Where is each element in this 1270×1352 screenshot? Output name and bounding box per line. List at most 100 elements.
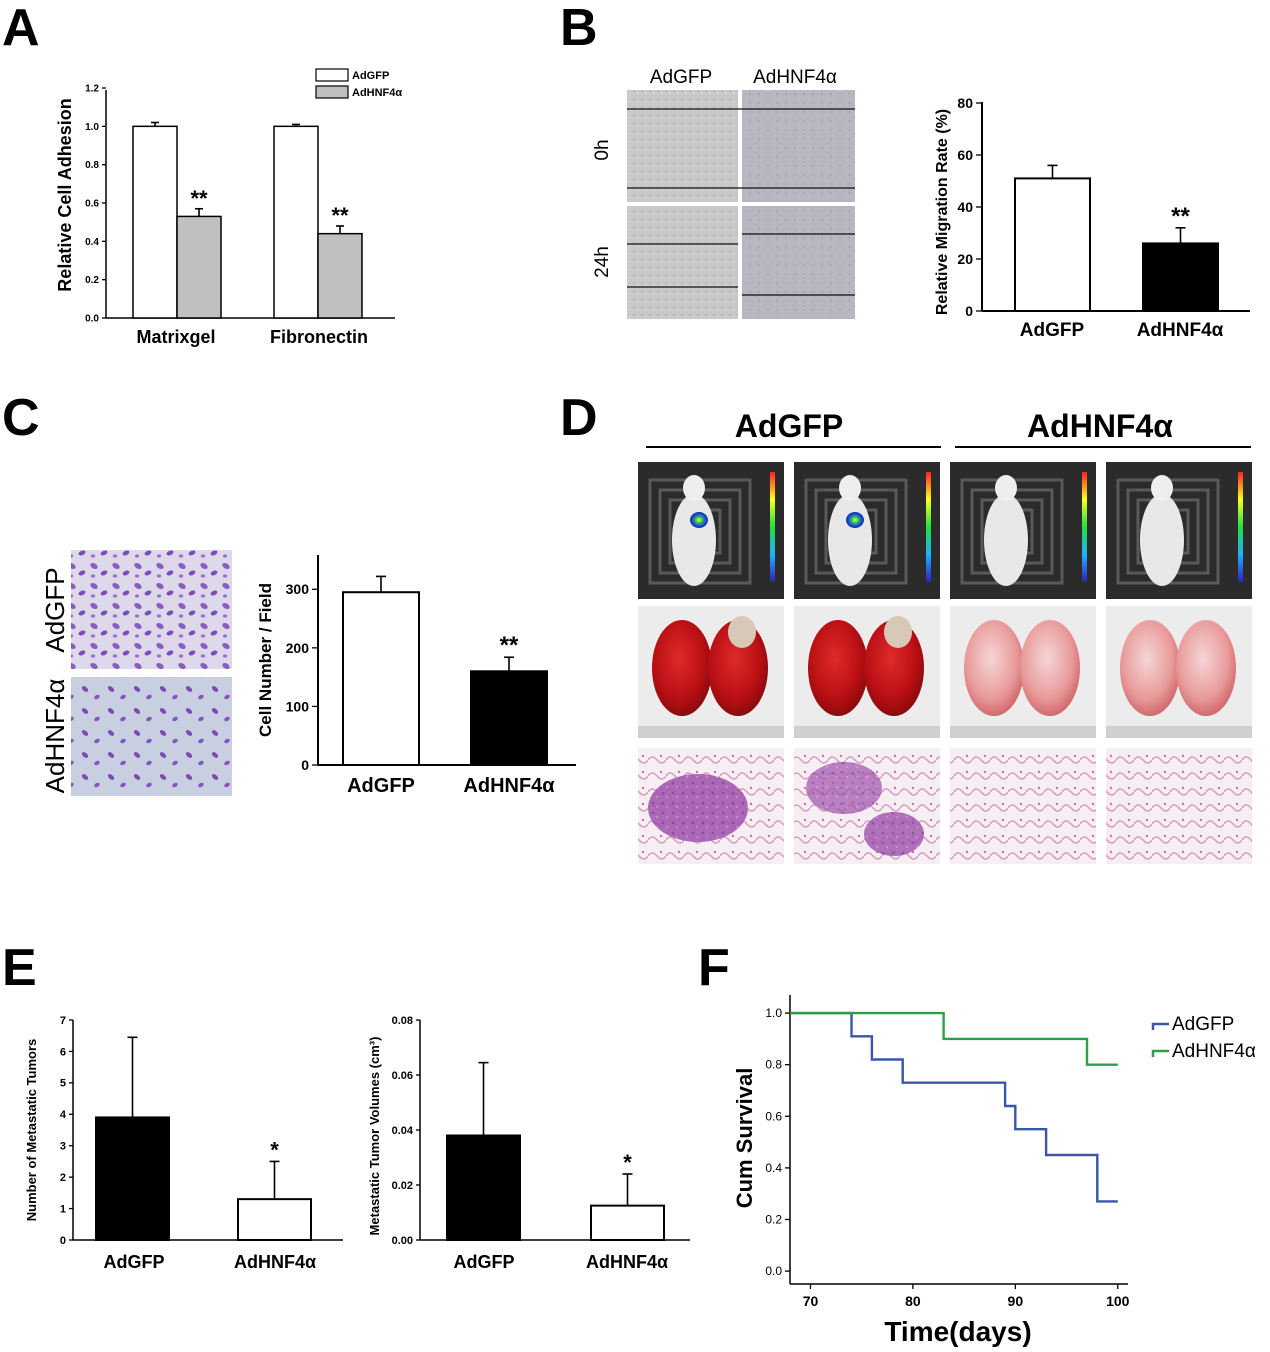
mouse-head (1151, 475, 1173, 501)
mouse-body (1140, 494, 1184, 586)
b-ytick-label: 40 (957, 199, 973, 215)
lung-lobe (708, 620, 768, 716)
lung-lobe (1120, 620, 1180, 716)
e2-ytick-label: 0.04 (392, 1125, 414, 1137)
a-significance: ** (190, 186, 208, 211)
panel-a-chart: 0.0 0.2 0.4 0.6 0.8 1.0 1.2 ** ** Matrixgel Fib… (55, 68, 402, 347)
e1-ytick-label: 1 (60, 1203, 66, 1215)
e2-bar (446, 1134, 521, 1241)
panel-b-chart: 0 20 40 60 80 ** AdGFP AdHNF4α Relative Migr… (934, 95, 1250, 341)
f-xtick-label: 80 (905, 1293, 921, 1309)
e1-ytick-label: 4 (60, 1109, 67, 1121)
color-scale-bar (1082, 472, 1087, 582)
a-ytick-label: 1.0 (85, 122, 99, 133)
c-row-label: AdHNF4α (40, 679, 70, 794)
b-bar (1014, 177, 1091, 312)
c-ytick-label: 200 (286, 640, 310, 656)
b-ytick-label: 0 (965, 303, 973, 319)
micrograph-image (742, 206, 855, 319)
panel-e1-chart: 0 1 2 3 4 5 6 7 * AdGFP AdHNF4α Number of Metas… (24, 1015, 343, 1272)
mouse-body (984, 494, 1028, 586)
b-y-axis-label: Relative Migration Rate (%) (934, 109, 951, 315)
b-ytick-label: 20 (957, 251, 973, 267)
d-group-header: AdGFP (735, 408, 843, 444)
c-xtick-label: AdGFP (347, 775, 415, 797)
e2-xtick-label: AdGFP (454, 1252, 515, 1272)
f-xtick-label: 90 (1008, 1293, 1024, 1309)
panel-label-b: B (560, 0, 598, 57)
a-ytick-label: 0.8 (85, 160, 99, 171)
a-y-axis-label: Relative Cell Adhesion (55, 98, 75, 291)
d-group-header: AdHNF4α (1027, 408, 1173, 444)
histology-image (950, 748, 1096, 864)
b-col-label: AdGFP (650, 67, 712, 88)
mouse-body (828, 494, 872, 586)
panel-label-c: C (2, 389, 40, 447)
transwell-image (71, 550, 232, 669)
a-significance: ** (331, 203, 349, 228)
color-scale-bar (926, 472, 931, 582)
e1-xtick-label: AdHNF4α (234, 1252, 316, 1272)
e1-ytick-label: 2 (60, 1172, 66, 1184)
b-col-label: AdHNF4α (753, 67, 837, 88)
panel-label-e: E (2, 939, 37, 997)
a-ytick-label: 0.4 (85, 237, 99, 248)
e2-ytick-label: 0.02 (392, 1180, 413, 1192)
a-legend-swatch-hnf (315, 85, 349, 99)
f-ytick-label: 0.0 (765, 1264, 782, 1278)
f-y-axis-label: Cum Survival (732, 1068, 757, 1209)
c-row-label: AdGFP (40, 567, 70, 652)
a-ytick-label: 0.2 (85, 275, 99, 286)
b-xtick-label: AdHNF4α (1137, 320, 1224, 341)
panel-c-chart: 0 100 200 300 ** AdGFP AdHNF4α Cell Number … (256, 555, 576, 797)
f-xtick-label: 100 (1106, 1293, 1130, 1309)
e2-ytick-label: 0.08 (392, 1015, 413, 1027)
a-bar (273, 125, 319, 319)
panel-c-micrographs: AdGFP AdHNF4α (40, 550, 232, 796)
a-bar (132, 125, 178, 319)
b-ytick-label: 60 (957, 147, 973, 163)
f-legend-swatch-gfp (1151, 1022, 1169, 1030)
mouse-head (683, 475, 705, 501)
e2-bar (590, 1204, 665, 1241)
b-significance: ** (1171, 203, 1190, 230)
f-xtick-label: 70 (803, 1293, 819, 1309)
a-legend-label: AdGFP (352, 70, 389, 82)
micrograph-image (742, 90, 855, 202)
a-legend-swatch-gfp (315, 68, 349, 82)
mouse-head (995, 475, 1017, 501)
e1-significance: * (270, 1137, 279, 1162)
a-xtick-label: Matrixgel (136, 327, 215, 347)
tumor-nodule (728, 616, 756, 648)
panel-label-a: A (2, 0, 40, 57)
c-bar (470, 670, 548, 766)
e1-ytick-label: 5 (60, 1078, 66, 1090)
f-ytick-label: 0.2 (765, 1212, 782, 1226)
c-ytick-label: 100 (286, 698, 310, 714)
panel-b-micrographs: AdGFP AdHNF4α 0h 24h (592, 67, 855, 319)
f-ytick-label: 0.4 (765, 1161, 782, 1175)
ruler (638, 726, 784, 738)
e2-y-axis-label: Metastatic Tumor Volumes (cm³) (367, 1037, 382, 1236)
f-ytick-label: 0.8 (765, 1058, 782, 1072)
b-bar (1142, 242, 1219, 312)
micrograph-image (627, 90, 738, 202)
panel-f-chart: 0.0 0.2 0.4 0.6 0.8 1.0 70 80 90 100 Time(days) C… (732, 995, 1256, 1347)
micrograph-image (627, 206, 738, 319)
panel-e2-chart: 0.00 0.02 0.04 0.06 0.08 * AdGFP AdHNF4α Met… (367, 1015, 690, 1272)
b-row-label: 24h (592, 246, 613, 278)
panel-label-d: D (560, 389, 598, 447)
lung-lobe (1020, 620, 1080, 716)
c-ytick-label: 300 (286, 581, 310, 597)
e1-y-axis-label: Number of Metastatic Tumors (24, 1039, 39, 1222)
b-row-label: 0h (592, 139, 613, 160)
ruler (950, 726, 1096, 738)
tumor-region (648, 774, 748, 842)
a-ytick-label: 1.2 (85, 84, 99, 95)
e1-bar (95, 1116, 170, 1242)
f-series-line (790, 1011, 1118, 1066)
e1-ytick-label: 3 (60, 1141, 66, 1153)
c-y-axis-label: Cell Number / Field (256, 583, 275, 737)
ruler (1106, 726, 1252, 738)
a-ytick-label: 0.6 (85, 199, 99, 210)
